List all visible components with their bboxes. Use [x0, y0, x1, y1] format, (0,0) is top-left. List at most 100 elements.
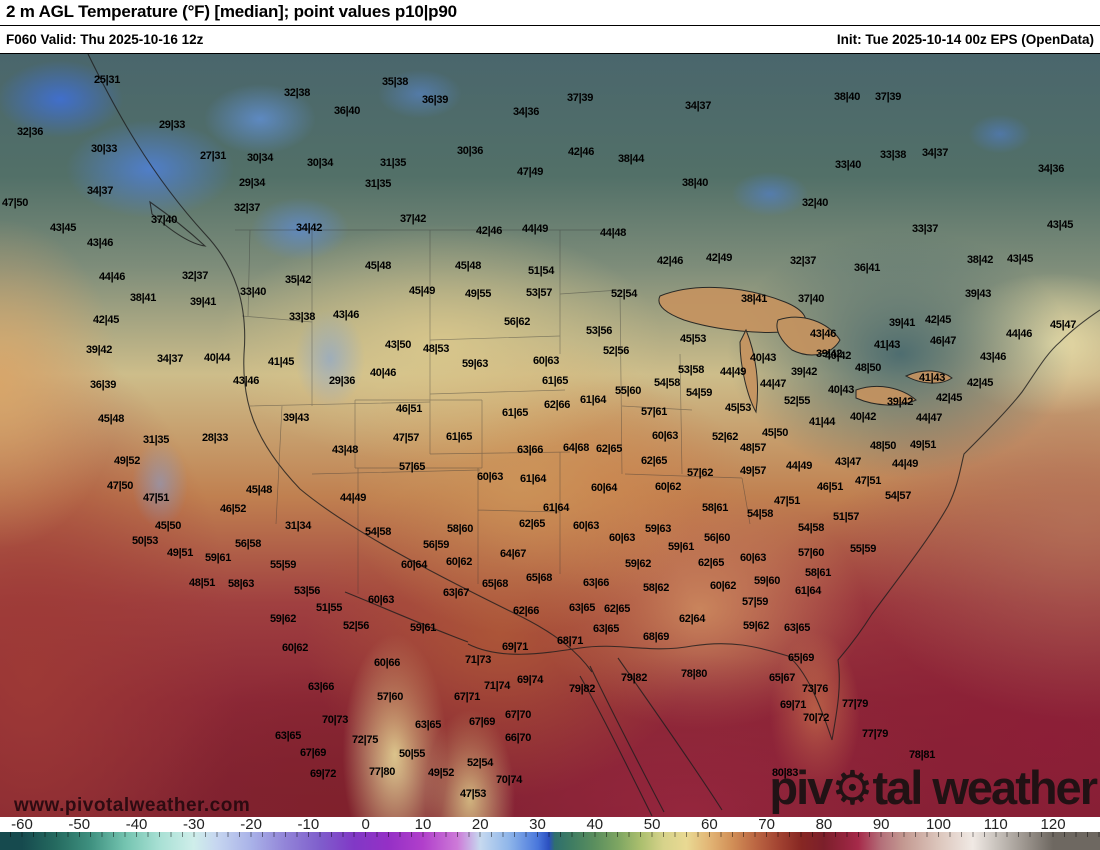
point-value: 60|63: [476, 471, 504, 483]
point-value: 59|60: [753, 575, 781, 587]
point-value: 50|55: [398, 748, 426, 760]
brand-prefix: piv: [769, 761, 833, 814]
point-value: 77|79: [861, 728, 889, 740]
point-value: 53|57: [525, 287, 553, 299]
point-value: 52|54: [610, 288, 638, 300]
point-value: 38|44: [617, 153, 645, 165]
point-value: 54|57: [884, 490, 912, 502]
point-value: 56|59: [422, 539, 450, 551]
point-value: 47|49: [516, 166, 544, 178]
colorbar-tick-label: 60: [701, 816, 718, 833]
point-value: 46|51: [395, 403, 423, 415]
point-value: 37|40: [797, 293, 825, 305]
point-value: 62|65: [595, 443, 623, 455]
point-value: 39|41: [189, 296, 217, 308]
point-value: 77|79: [841, 698, 869, 710]
point-value: 64|67: [499, 548, 527, 560]
point-value: 61|64: [579, 394, 607, 406]
colorbar-tick-label: 20: [471, 816, 489, 833]
point-value: 31|35: [364, 178, 392, 190]
point-value: 38|41: [740, 293, 768, 305]
point-value: 61|65: [541, 375, 569, 387]
gear-icon: ⚙: [831, 761, 873, 814]
colorbar-tick-label: -60: [11, 816, 33, 833]
point-value: 45|47: [1049, 319, 1077, 331]
point-value: 29|33: [158, 119, 186, 131]
colorbar-tick-label: -10: [297, 816, 320, 833]
point-value: 46|47: [929, 335, 957, 347]
point-value: 54|58: [653, 377, 681, 389]
point-value: 37|42: [399, 213, 427, 225]
point-value: 78|80: [680, 668, 708, 680]
map-header: 2 m AGL Temperature (°F) [median]; point…: [0, 0, 1100, 54]
point-value: 58|61: [804, 567, 832, 579]
point-value: 42|46: [475, 225, 503, 237]
watermark-url[interactable]: www.pivotalweather.com: [14, 795, 251, 816]
point-value: 43|47: [834, 456, 862, 468]
map-canvas[interactable]: 25|31 32|36 29|33 30|33 27|31 30|34 29|34 34|37…: [0, 54, 1100, 817]
point-value: 39|43: [964, 288, 992, 300]
colorbar-tick-label: 80: [815, 816, 833, 833]
point-value: 70|72: [802, 712, 830, 724]
point-value: 49|51: [166, 547, 194, 559]
point-value: 52|56: [342, 620, 370, 632]
point-value: 60|63: [651, 430, 679, 442]
point-value: 68|71: [556, 635, 584, 647]
point-value: 63|66: [582, 577, 610, 589]
point-value: 36|40: [333, 105, 361, 117]
point-value: 58|62: [642, 582, 670, 594]
point-value: 58|63: [227, 578, 255, 590]
point-value: 60|63: [608, 532, 636, 544]
point-value: 57|59: [741, 596, 769, 608]
point-value: 60|63: [367, 594, 395, 606]
point-value: 60|63: [532, 355, 560, 367]
colorbar-tick-label: -30: [182, 816, 205, 833]
point-value: 48|57: [739, 442, 767, 454]
point-value: 69|71: [779, 699, 807, 711]
point-value: 59|61: [667, 541, 695, 553]
colorbar-tick-label: 50: [643, 816, 661, 833]
point-value: 39|42: [815, 348, 843, 360]
point-value: 51|55: [315, 602, 343, 614]
point-value: 60|62: [281, 642, 309, 654]
point-value: 39|42: [886, 396, 914, 408]
point-value: 42|45: [92, 314, 120, 326]
point-value: 43|46: [232, 375, 260, 387]
point-value: 34|37: [86, 185, 114, 197]
point-value: 54|59: [685, 387, 713, 399]
point-value: 65|68: [481, 578, 509, 590]
point-value: 45|49: [408, 285, 436, 297]
colorbar-tick-label: -50: [68, 816, 91, 833]
point-value: 38|40: [833, 91, 861, 103]
point-value: 67|69: [299, 747, 327, 759]
point-value: 30|33: [90, 143, 118, 155]
point-value: 56|62: [503, 316, 531, 328]
point-value: 59|62: [269, 613, 297, 625]
point-value: 60|64: [590, 482, 618, 494]
point-value: 62|65: [640, 455, 668, 467]
point-value: 42|45: [924, 314, 952, 326]
point-value: 70|73: [321, 714, 349, 726]
point-value: 57|61: [640, 406, 668, 418]
point-value: 60|64: [400, 559, 428, 571]
point-value: 43|48: [331, 444, 359, 456]
point-value: 36|39: [89, 379, 117, 391]
point-value: 45|48: [454, 260, 482, 272]
point-value: 61|65: [501, 407, 529, 419]
point-value: 56|58: [234, 538, 262, 550]
point-value: 53|56: [585, 325, 613, 337]
point-value: 33|37: [911, 223, 939, 235]
point-value: 44|49: [339, 492, 367, 504]
point-value: 60|63: [572, 520, 600, 532]
point-value: 41|43: [918, 372, 946, 384]
point-value: 32|37: [233, 202, 261, 214]
point-value: 61|64: [519, 473, 547, 485]
point-value: 29|34: [238, 177, 266, 189]
point-value: 59|61: [204, 552, 232, 564]
point-value: 45|48: [364, 260, 392, 272]
point-value: 80|83: [771, 767, 799, 779]
point-value: 54|58: [746, 508, 774, 520]
point-value: 32|36: [16, 126, 44, 138]
colorbar-tick-label: 30: [529, 816, 546, 833]
point-value: 34|37: [921, 147, 949, 159]
